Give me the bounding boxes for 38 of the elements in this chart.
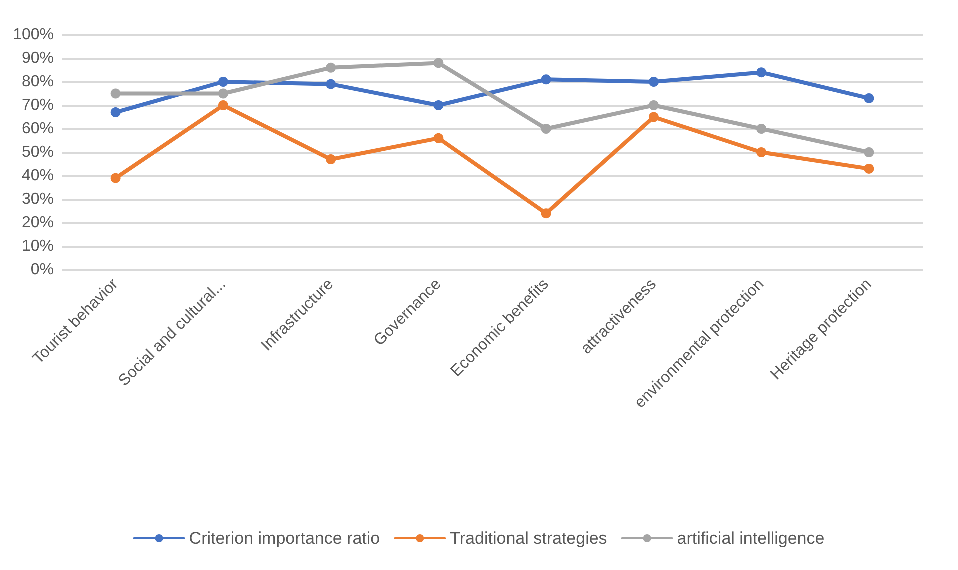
- point: [648, 112, 659, 122]
- y-tick-label: 50%: [22, 144, 54, 161]
- y-tick-label: 100%: [13, 26, 54, 44]
- point: [756, 148, 767, 158]
- y-tick-label: 80%: [22, 74, 54, 90]
- point: [434, 100, 444, 110]
- y-tick-label: 90%: [22, 50, 54, 67]
- point: [434, 133, 444, 144]
- point: [864, 164, 874, 174]
- y-tick-label: 0%: [30, 262, 54, 278]
- point: [326, 62, 336, 73]
- point: [218, 77, 228, 87]
- point: [541, 208, 552, 219]
- point: [110, 108, 121, 118]
- point: [756, 124, 767, 134]
- y-tick-label: 10%: [22, 238, 54, 255]
- y-tick-label: 20%: [22, 214, 54, 232]
- y-tick-label: 30%: [22, 191, 54, 208]
- point: [218, 88, 228, 99]
- legend-label: Traditional strategies: [450, 529, 608, 548]
- point: [218, 100, 228, 110]
- point: [541, 74, 552, 85]
- point: [864, 148, 874, 158]
- y-tick-label: 70%: [22, 97, 54, 114]
- y-tick-label: 60%: [22, 120, 54, 138]
- y-tick-label: 40%: [22, 168, 54, 184]
- point: [326, 79, 336, 90]
- point: [110, 173, 121, 184]
- point: [326, 154, 336, 165]
- point: [648, 100, 659, 110]
- legend-label: Criterion importance ratio: [189, 529, 380, 548]
- legend-label: artificial intelligence: [677, 529, 825, 548]
- point: [541, 124, 552, 134]
- point: [434, 58, 444, 68]
- point: [110, 88, 121, 99]
- point: [864, 93, 874, 104]
- point: [648, 77, 659, 87]
- point: [756, 68, 767, 78]
